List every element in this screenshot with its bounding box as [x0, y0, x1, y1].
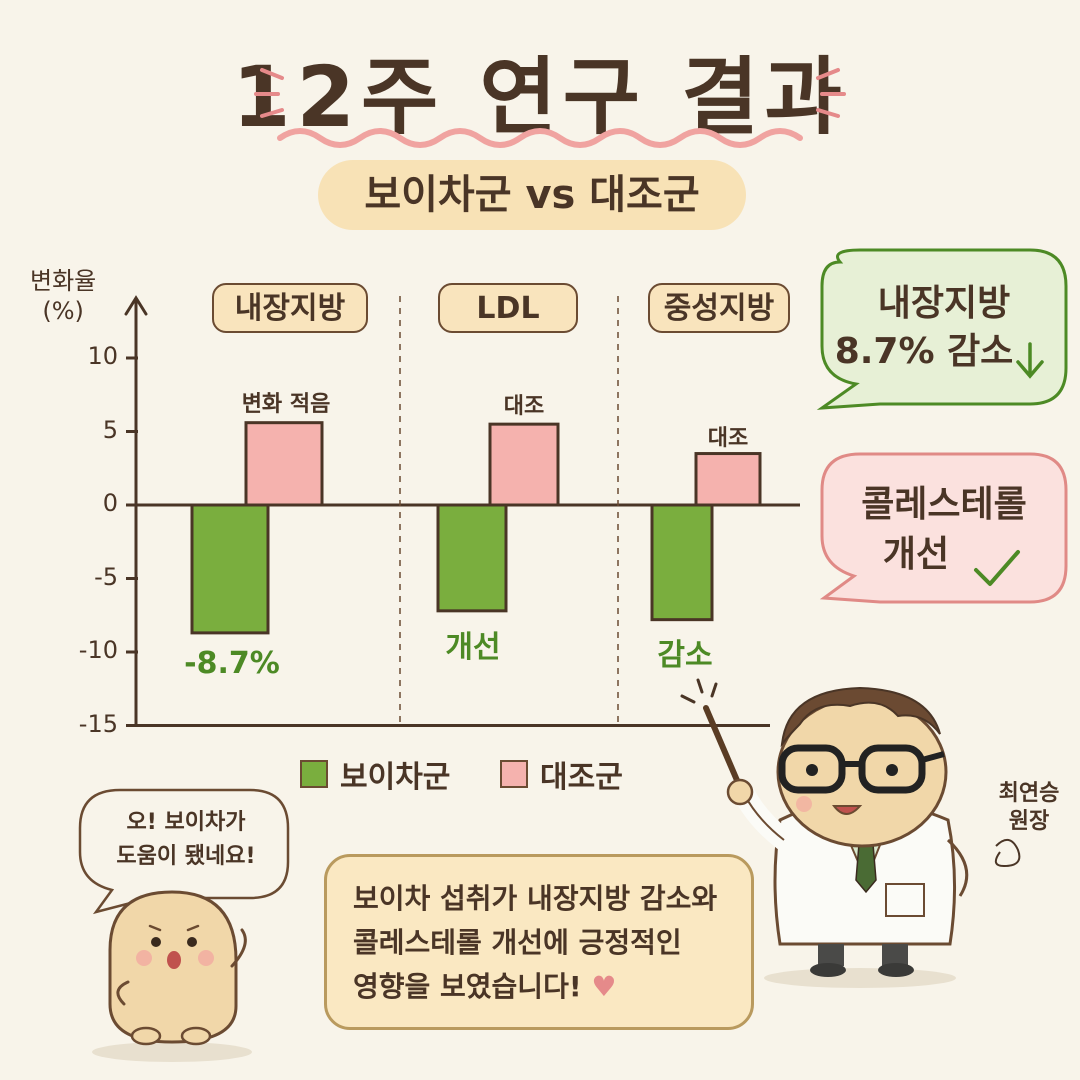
legend-label-treatment: 보이차군: [340, 760, 451, 795]
category-label-ldl: LDL: [438, 283, 578, 333]
title-decoration: [254, 68, 846, 148]
y-tick-label: -15: [78, 709, 118, 738]
legend-label-control: 대조군: [540, 760, 623, 795]
y-tick-label: 0: [102, 489, 118, 517]
bubble-pink-text: 콜레스테롤 개선: [832, 480, 1056, 580]
bar-control-2: [488, 422, 560, 507]
control-note-visceral-fat: 변화 적음: [241, 392, 331, 417]
y-tick-label: 10: [87, 342, 118, 370]
bubble-char-line1: 오! 보이차가: [126, 810, 246, 835]
doctor-name-line1: 최연승: [998, 781, 1060, 806]
bar-control-1: [244, 421, 324, 507]
summary-line1: 보이차 섭취가 내장지방 감소와: [353, 882, 718, 915]
summary-line3: 영향을 보였습니다!: [353, 970, 582, 1003]
y-axis-arrow-icon: [124, 295, 148, 316]
y-tick-label: 5: [102, 415, 118, 444]
control-note-ldl: 대조: [503, 394, 545, 419]
legend-swatch-control: [500, 760, 528, 788]
bubble-pink-line1: 콜레스테롤: [861, 484, 1027, 525]
legend-item-treatment: 보이차군: [300, 752, 450, 796]
doctor-name-line2: 원장: [1008, 809, 1050, 834]
heart-icon: ♥: [591, 970, 617, 1003]
summary-line2: 콜레스테롤 개선에 긍정적인: [353, 926, 682, 959]
y-axis-label-line2: (%): [42, 297, 84, 325]
category-label-visceral-fat: 내장지방: [212, 283, 368, 333]
bubble-green-line2: 8.7% 감소: [834, 331, 1014, 372]
y-axis-label: 변화율 (%): [30, 266, 96, 326]
bar-treatment-3: [650, 503, 714, 622]
summary-note: 보이차 섭취가 내장지방 감소와 콜레스테롤 개선에 긍정적인 영향을 보였습니…: [324, 854, 754, 1030]
bar-treatment-1: [190, 503, 270, 635]
y-axis-label-line1: 변화율: [30, 267, 97, 295]
legend-swatch-treatment: [300, 760, 328, 788]
legend-item-control: 대조군: [500, 752, 623, 796]
subtitle-pill: 보이차군 vs 대조군: [318, 160, 746, 230]
bubble-green-line1: 내장지방: [877, 283, 1011, 324]
bubble-char-text: 오! 보이차가 도움이 됐네요!: [88, 806, 284, 874]
y-tick-label: -5: [94, 562, 118, 591]
doctor-name: 최연승 원장: [984, 780, 1074, 836]
y-tick-label: -10: [78, 636, 118, 664]
bubble-pink-line2: 개선: [882, 534, 950, 575]
bubble-char-line2: 도움이 됐네요!: [116, 844, 256, 869]
category-label-triglyceride: 중성지방: [648, 283, 790, 333]
treatment-note-triglyceride: 감소: [657, 638, 713, 673]
control-note-triglyceride: 대조: [707, 426, 749, 451]
treatment-note-visceral-fat: -8.7%: [184, 646, 280, 681]
bar-treatment-2: [436, 503, 508, 613]
bubble-green-text: 내장지방 8.7% 감소: [832, 280, 1056, 376]
bar-control-3: [694, 452, 762, 507]
treatment-note-ldl: 개선: [445, 630, 501, 665]
